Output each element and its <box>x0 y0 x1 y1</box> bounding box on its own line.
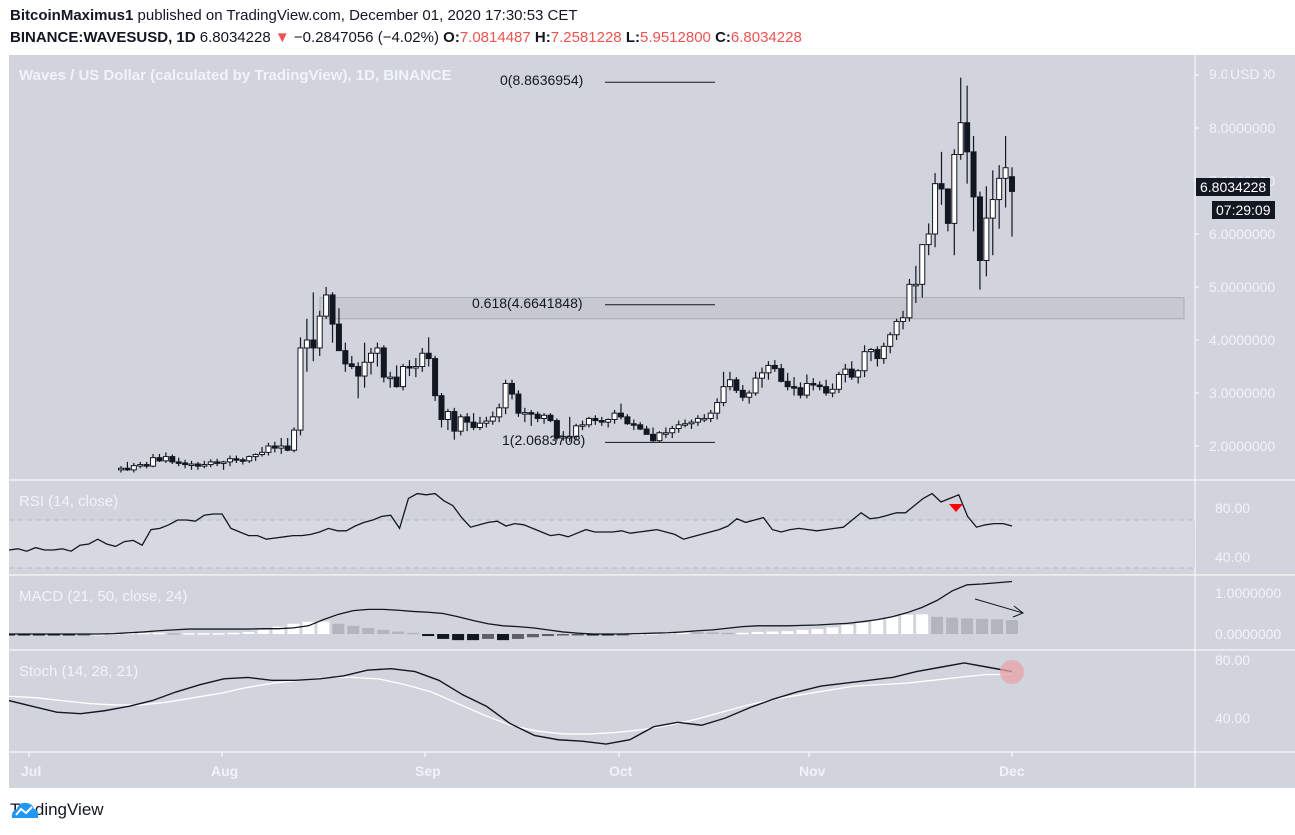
macd-pane-title: MACD (21, 50, close, 24) <box>19 588 188 605</box>
price-tick-3: 3.0000000 <box>1209 385 1276 401</box>
high-value: 7.2581228 <box>550 29 622 46</box>
symbol-name: BINANCE:WAVESUSD, 1D <box>10 29 196 46</box>
stoch-tick-40: 40.00 <box>1215 710 1251 726</box>
down-arrow-icon: ▼ <box>274 29 290 46</box>
macd-tick-0: 0.0000000 <box>1215 626 1282 642</box>
time-label-oct: Oct <box>609 763 633 779</box>
macd-tick-1: 1.0000000 <box>1215 585 1282 601</box>
publish-info: BitcoinMaximus1 published on TradingView… <box>10 7 578 24</box>
close-value: 6.8034228 <box>730 29 802 46</box>
current-price-tag: 6.8034228 <box>1196 178 1271 196</box>
open-label: O: <box>443 29 460 46</box>
fib-0-label: 0(8.8636954) <box>500 72 584 88</box>
rsi-tick-40: 40.00 <box>1215 549 1251 565</box>
price-tick-8: 8.0000000 <box>1209 120 1276 136</box>
close-label: C: <box>715 29 731 46</box>
price-tick-5: 5.0000000 <box>1209 279 1276 295</box>
time-label-jul: Jul <box>21 763 42 779</box>
chart-area[interactable]: Waves / US Dollar (calculated by Trading… <box>9 55 1295 788</box>
main-pane-title: Waves / US Dollar (calculated by Trading… <box>19 67 452 84</box>
low-value: 5.9512800 <box>639 29 711 46</box>
price-change: −0.2847056 (−4.02%) <box>293 29 439 46</box>
rsi-tick-80: 80.00 <box>1215 500 1251 516</box>
rsi-pane-title: RSI (14, close) <box>19 493 119 510</box>
fib-0618-label: 0.618(4.6641848) <box>472 295 583 311</box>
tradingview-logo[interactable]: TradingView <box>10 800 104 820</box>
author-name: BitcoinMaximus1 <box>10 7 134 24</box>
price-tick-6: 6.0000000 <box>1209 226 1276 242</box>
tradingview-cloud-icon <box>11 802 39 818</box>
published-text: published on TradingView.com, December 0… <box>137 7 578 24</box>
last-price: 6.8034228 <box>199 29 271 46</box>
countdown-tag: 07:29:09 <box>1212 201 1275 219</box>
stoch-pane-title: Stoch (14, 28, 21) <box>19 663 139 680</box>
open-value: 7.0814487 <box>459 29 531 46</box>
symbol-info: BINANCE:WAVESUSD, 1D 6.8034228 ▼ −0.2847… <box>10 29 802 46</box>
time-label-nov: Nov <box>799 763 826 779</box>
low-label: L: <box>625 29 640 46</box>
price-tick-4: 4.0000000 <box>1209 332 1276 348</box>
price-tick-2: 2.0000000 <box>1209 438 1276 454</box>
time-label-sep: Sep <box>415 763 441 779</box>
time-label-dec: Dec <box>999 763 1025 779</box>
time-label-aug: Aug <box>211 763 239 779</box>
fib-1-label: 1(2.0683708) <box>502 432 586 448</box>
high-label: H: <box>534 29 551 46</box>
chart-canvas[interactable] <box>9 55 1295 788</box>
currency-label: USD <box>1227 66 1263 82</box>
stoch-tick-80: 80.00 <box>1215 652 1251 668</box>
